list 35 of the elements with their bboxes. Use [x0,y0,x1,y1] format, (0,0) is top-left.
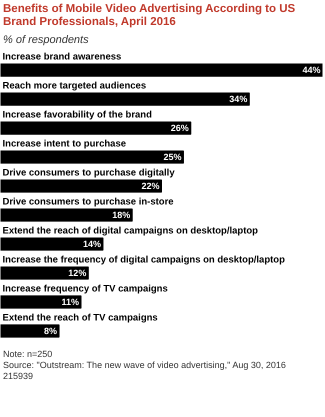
bar [0,150,184,164]
data-label: 44% [302,65,320,76]
chart-subtitle: % of respondents [3,34,89,46]
bar [0,122,192,135]
y-tick-label: Increase brand awareness [2,52,122,63]
data-label: 8% [44,326,58,336]
data-label: 11% [61,297,80,308]
data-label: 14% [82,239,101,250]
bar [0,237,104,251]
bar [0,64,322,77]
data-label: 18% [112,210,130,220]
y-tick-label: Reach more targeted audiences [2,80,146,92]
data-label: 22% [141,181,160,192]
data-label: 25% [163,152,182,162]
y-tick-label: Extend the reach of digital campaigns on desktop/laptop [2,226,258,237]
data-label: 12% [68,268,86,278]
data-label: 34% [229,94,248,104]
text: Note: n=250 [3,349,52,359]
data-label: 26% [170,123,189,134]
text: 215939 [3,371,34,381]
y-tick-label: Extend the reach of TV campaigns [2,312,158,324]
bar [0,208,133,222]
bar [0,92,250,106]
bar [0,295,82,309]
y-tick-label: Increase frequency of TV campaigns [2,283,168,294]
bar [0,324,60,338]
y-tick-label: Drive consumers to purchase digitally [2,168,176,179]
bar [0,179,162,193]
source-note: Source: "Outstream: The new wave of video advertising," Aug 30, 2016 [3,360,286,370]
y-tick-label: Increase intent to purchase [2,138,126,150]
y-tick-label: Drive consumers to purchase in-store [2,196,174,208]
bar [0,266,89,280]
chart-title: Benefits of Mobile Video Advertising According to US Brand Professionals, April 2016 [3,3,296,29]
y-tick-label: Increase favorability of the brand [2,110,152,121]
y-tick-label: Increase the frequency of digital campaigns on desktop/laptop [2,254,286,266]
